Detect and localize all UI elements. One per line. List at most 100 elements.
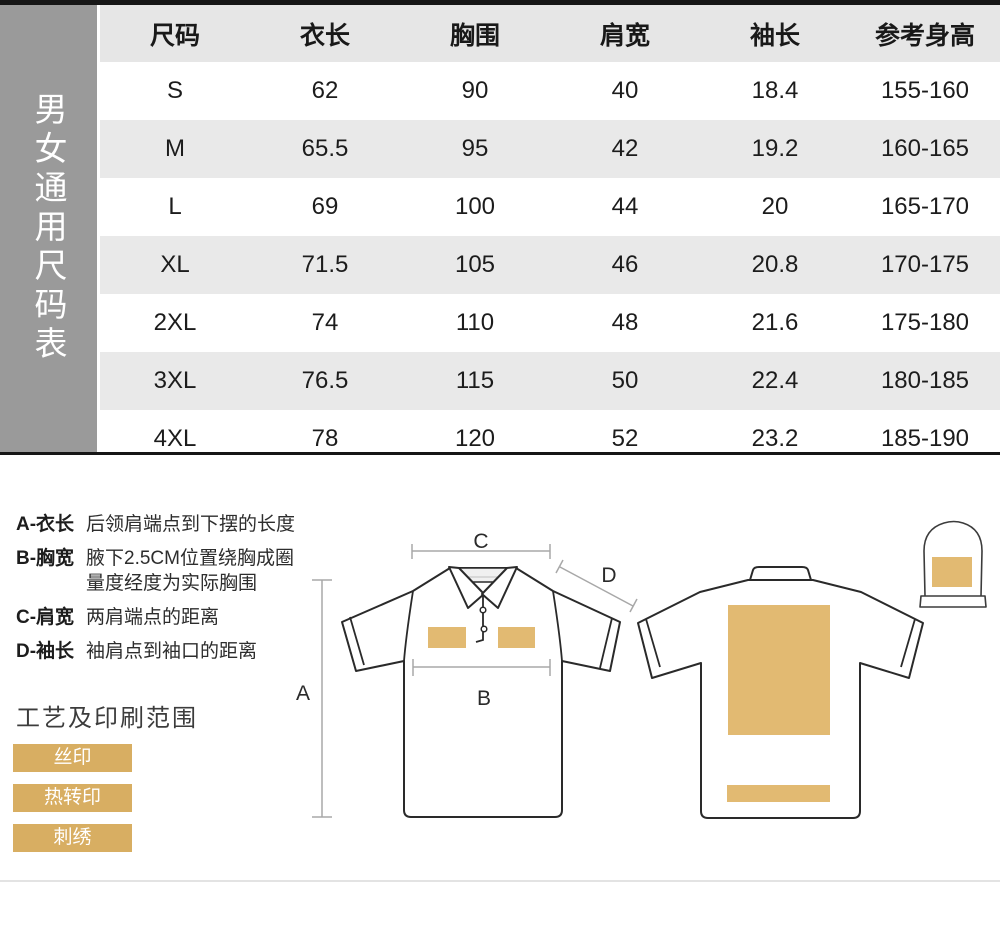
- col-header-size: 尺码: [100, 5, 250, 62]
- table-row: XL 71.5 105 46 20.8 170-175: [100, 236, 1000, 294]
- sleeve-print-area: [932, 557, 972, 587]
- button-bottom: [480, 625, 488, 633]
- table-cell: 18.4: [751, 77, 799, 104]
- table-cell: 69: [311, 193, 339, 220]
- table-cell: 62: [311, 77, 339, 104]
- sidebar-vertical-label: 男女通用尺码表: [30, 92, 67, 365]
- table-cell: 4XL: [153, 425, 197, 452]
- button-top: [479, 606, 487, 614]
- table-cell: 76.5: [301, 367, 349, 394]
- table-cell: 78: [311, 425, 339, 452]
- measurement-definition: C-肩宽 两肩端点的距离: [16, 605, 328, 630]
- back-shirt: [637, 566, 924, 819]
- table-row: S 62 90 40 18.4 155-160: [100, 62, 1000, 120]
- measurement-label: D-袖长: [16, 641, 75, 662]
- col-header-shoulder: 肩宽: [550, 5, 700, 62]
- table-cell: 100: [454, 193, 496, 220]
- table-cell: 71.5: [301, 251, 349, 278]
- measurement-annotations: C A B D: [296, 530, 638, 818]
- table-row: 2XL 74 110 48 21.6 175-180: [100, 294, 1000, 352]
- chest-measure-line: [412, 659, 551, 676]
- table-cell: 20.8: [751, 251, 799, 278]
- table-row: L 69 100 44 20 165-170: [100, 178, 1000, 236]
- size-chart-sidebar: 男女通用尺码表: [0, 5, 97, 452]
- table-cell: 180-185: [880, 367, 970, 394]
- measurement-desc: 袖肩点到袖口的距离: [86, 641, 258, 662]
- sleeve-measure-line: [555, 559, 638, 613]
- measurement-definition: B-胸宽 腋下2.5CM位置绕胸成圈 量度经度为实际胸围: [16, 546, 328, 596]
- table-row: 3XL 76.5 115 50 22.4 180-185: [100, 352, 1000, 410]
- table-cell: 170-175: [880, 251, 970, 278]
- length-measure-label: A: [296, 682, 310, 705]
- measurement-definition: D-袖长 袖肩点到袖口的距离: [16, 639, 328, 664]
- table-cell: L: [168, 193, 182, 220]
- front-left-cuff-line: [349, 616, 365, 666]
- table-cell: 160-165: [880, 135, 970, 162]
- measurement-desc: 腋下2.5CM位置绕胸成圈 量度经度为实际胸围: [86, 548, 294, 594]
- table-cell: 155-160: [880, 77, 970, 104]
- length-measure-line: [312, 579, 332, 818]
- table-cell: 40: [611, 77, 639, 104]
- measurement-label: C-肩宽: [16, 607, 75, 628]
- back-left-cuff-line: [645, 618, 661, 668]
- measurement-definition: A-衣长 后领肩端点到下摆的长度: [16, 512, 328, 537]
- table-cell: 65.5: [301, 135, 349, 162]
- table-cell: 74: [311, 309, 339, 336]
- table-cell: 48: [611, 309, 639, 336]
- sleeve-piece-cuff-band: [919, 595, 987, 608]
- measurement-label: A-衣长: [16, 514, 75, 535]
- sleeve-measure-label: D: [601, 564, 616, 587]
- garment-diagram: C A B D: [296, 520, 987, 819]
- craft-tag: 刺绣: [13, 824, 132, 852]
- craft-section-title: 工艺及印刷范围: [16, 705, 198, 732]
- top-black-bar: [0, 0, 1000, 5]
- table-cell: 20: [761, 193, 789, 220]
- table-cell: 2XL: [153, 309, 197, 336]
- back-print-area: [728, 605, 830, 735]
- table-cell: 21.6: [751, 309, 799, 336]
- table-cell: 19.2: [751, 135, 799, 162]
- table-cell: 22.4: [751, 367, 799, 394]
- craft-tag: 热转印: [13, 784, 132, 812]
- front-left-armhole-seam: [403, 590, 414, 662]
- col-header-height: 参考身高: [850, 5, 1000, 62]
- shoulder-measure-line: [411, 544, 551, 559]
- back-hem-print-area: [727, 785, 830, 802]
- front-right-chest-print-area: [498, 627, 535, 648]
- table-cell: S: [166, 77, 183, 104]
- size-table: 尺码 衣长 胸围 肩宽 袖长 参考身高 S 62 90 40 18.4 155-160 M 6…: [100, 5, 1000, 468]
- size-table-container: 尺码 衣长 胸围 肩宽 袖长 参考身高 S 62 90 40 18.4 155-160 M 6…: [100, 5, 1000, 452]
- table-cell: 23.2: [751, 425, 799, 452]
- table-cell: 95: [461, 135, 489, 162]
- table-bottom-rule: [0, 452, 1000, 455]
- front-shirt-outline: [341, 567, 621, 818]
- shoulder-measure-label: C: [473, 530, 488, 553]
- table-cell: 110: [455, 309, 495, 336]
- col-header-chest: 胸围: [400, 5, 550, 62]
- measurement-desc: 两肩端点的距离: [86, 607, 220, 628]
- header-row: 尺码 衣长 胸围 肩宽 袖长 参考身高: [100, 5, 1000, 62]
- craft-tag: 丝印: [13, 744, 132, 772]
- front-right-cuff-line: [599, 617, 613, 669]
- table-cell: M: [165, 135, 185, 162]
- measurement-label: B-胸宽: [16, 548, 75, 569]
- table-row: M 65.5 95 42 19.2 160-165: [100, 120, 1000, 178]
- collar-right-flap: [481, 566, 518, 609]
- measurement-desc: 后领肩端点到下摆的长度: [86, 514, 296, 535]
- table-cell: 120: [454, 425, 496, 452]
- table-cell: 185-190: [880, 425, 970, 452]
- table-cell: 50: [611, 367, 639, 394]
- table-cell: 42: [611, 135, 639, 162]
- table-cell: 3XL: [153, 367, 197, 394]
- table-cell: 165-170: [880, 193, 970, 220]
- bottom-divider: [0, 880, 1000, 882]
- table-cell: 175-180: [880, 309, 970, 336]
- back-collar: [749, 566, 812, 581]
- table-cell: 115: [455, 367, 495, 394]
- table-row: 4XL 78 120 52 23.2 185-190: [100, 410, 1000, 468]
- table-cell: 44: [611, 193, 639, 220]
- chest-measure-label: B: [477, 687, 491, 710]
- front-shirt: [341, 566, 621, 818]
- sleeve-piece: [919, 520, 987, 608]
